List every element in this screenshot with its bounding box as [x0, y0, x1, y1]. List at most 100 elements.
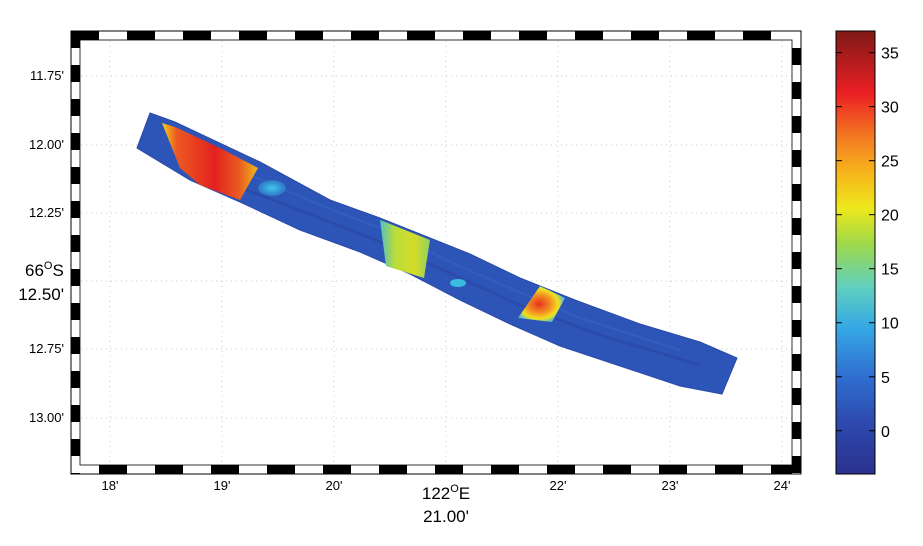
mid-value-patch — [380, 220, 430, 278]
frame-segment — [715, 465, 743, 474]
frame-segment — [743, 31, 771, 40]
frame-segment — [792, 303, 801, 320]
frame-segment — [603, 465, 631, 474]
frame-segment — [435, 31, 463, 40]
frame-segment — [407, 31, 435, 40]
colorbar-tick-label: 10 — [881, 316, 899, 333]
frame-segment — [792, 235, 801, 252]
frame-segment — [71, 133, 80, 150]
frame-outline — [70, 30, 802, 475]
frame-segment — [792, 167, 801, 184]
frame-segment — [71, 286, 80, 303]
frame-segment — [71, 439, 80, 456]
frame-segment — [71, 371, 80, 388]
frame-segment — [71, 235, 80, 252]
frame-segment — [547, 465, 575, 474]
svg-text:122OE: 122OE — [422, 483, 470, 503]
frame-segment — [71, 269, 80, 286]
frame-segment — [792, 337, 801, 354]
frame-segment — [99, 31, 127, 40]
frame-segment — [792, 320, 801, 337]
frame-segment — [792, 439, 801, 456]
frame-segment — [491, 31, 519, 40]
frame-segment — [792, 99, 801, 116]
frame-segment — [267, 31, 295, 40]
frame-segment — [771, 31, 799, 40]
frame-segment — [547, 31, 575, 40]
frame-segment — [792, 116, 801, 133]
frame-segment — [792, 48, 801, 65]
frame-segment — [71, 354, 80, 371]
y-tick-label: 13.00' — [29, 410, 64, 425]
frame-segment — [687, 465, 715, 474]
frame-segment — [239, 31, 267, 40]
colorbar-tick-label: 20 — [881, 208, 899, 225]
frame-segment — [631, 31, 659, 40]
colorbar-tick-label: 0 — [881, 424, 890, 441]
y-tick-label: 12.00' — [29, 137, 64, 152]
frame-segment — [71, 65, 80, 82]
frame-segment — [323, 465, 351, 474]
frame-segment — [792, 65, 801, 82]
frame-segment — [491, 465, 519, 474]
frame-segment — [792, 82, 801, 99]
frame-segment — [183, 465, 211, 474]
frame-segment — [71, 99, 80, 116]
y-axis-label: 66OS 12.50' — [18, 260, 64, 304]
frame-segment — [575, 31, 603, 40]
frame-segment — [519, 31, 547, 40]
frame-segment — [211, 465, 239, 474]
frame-segment — [435, 465, 463, 474]
frame-segment — [792, 405, 801, 422]
frame-segment — [407, 465, 435, 474]
frame-segment — [71, 150, 80, 167]
frame-segment — [71, 456, 80, 473]
frame-segment — [295, 31, 323, 40]
frame-segment — [155, 31, 183, 40]
frame-segment — [71, 320, 80, 337]
frame-segment — [792, 133, 801, 150]
frame-segment — [71, 252, 80, 269]
frame-segment — [463, 465, 491, 474]
frame-segment — [687, 31, 715, 40]
frame-segment — [267, 465, 295, 474]
colorbar-tick-label: 35 — [881, 46, 899, 63]
x-axis-label: 122OE 21.00' — [422, 483, 470, 526]
frame-segment — [519, 465, 547, 474]
cyan-patch — [258, 180, 286, 196]
frame-segment — [323, 31, 351, 40]
frame-segment — [71, 184, 80, 201]
x-tick-label: 18' — [102, 478, 119, 493]
frame-segment — [771, 465, 799, 474]
colorbar-tick-label: 5 — [881, 370, 890, 387]
map-frame — [70, 30, 802, 475]
frame-segment — [295, 465, 323, 474]
colorbar-tick-label: 25 — [881, 154, 899, 171]
colorbar-gradient — [835, 30, 876, 475]
frame-segment — [155, 465, 183, 474]
x-tick-label: 19' — [214, 478, 231, 493]
frame-segment — [71, 82, 80, 99]
frame-segment — [71, 31, 99, 40]
frame-segment — [71, 48, 80, 65]
frame-segment — [127, 31, 155, 40]
frame-segment — [743, 465, 771, 474]
frame-segment — [71, 116, 80, 133]
frame-segment — [603, 31, 631, 40]
frame-segment — [99, 465, 127, 474]
frame-segment — [659, 465, 687, 474]
frame-segment — [792, 388, 801, 405]
swath-track — [136, 112, 738, 395]
high-value-patch-east — [518, 286, 565, 322]
frame-segment — [792, 252, 801, 269]
frame-segment — [71, 167, 80, 184]
frame-segment — [715, 31, 743, 40]
frame-segment — [792, 286, 801, 303]
y-tick-label: 12.25' — [29, 205, 64, 220]
x-tick-label: 22' — [550, 478, 567, 493]
cyan-blob — [450, 279, 466, 287]
frame-segment — [792, 218, 801, 235]
frame-segment — [792, 371, 801, 388]
